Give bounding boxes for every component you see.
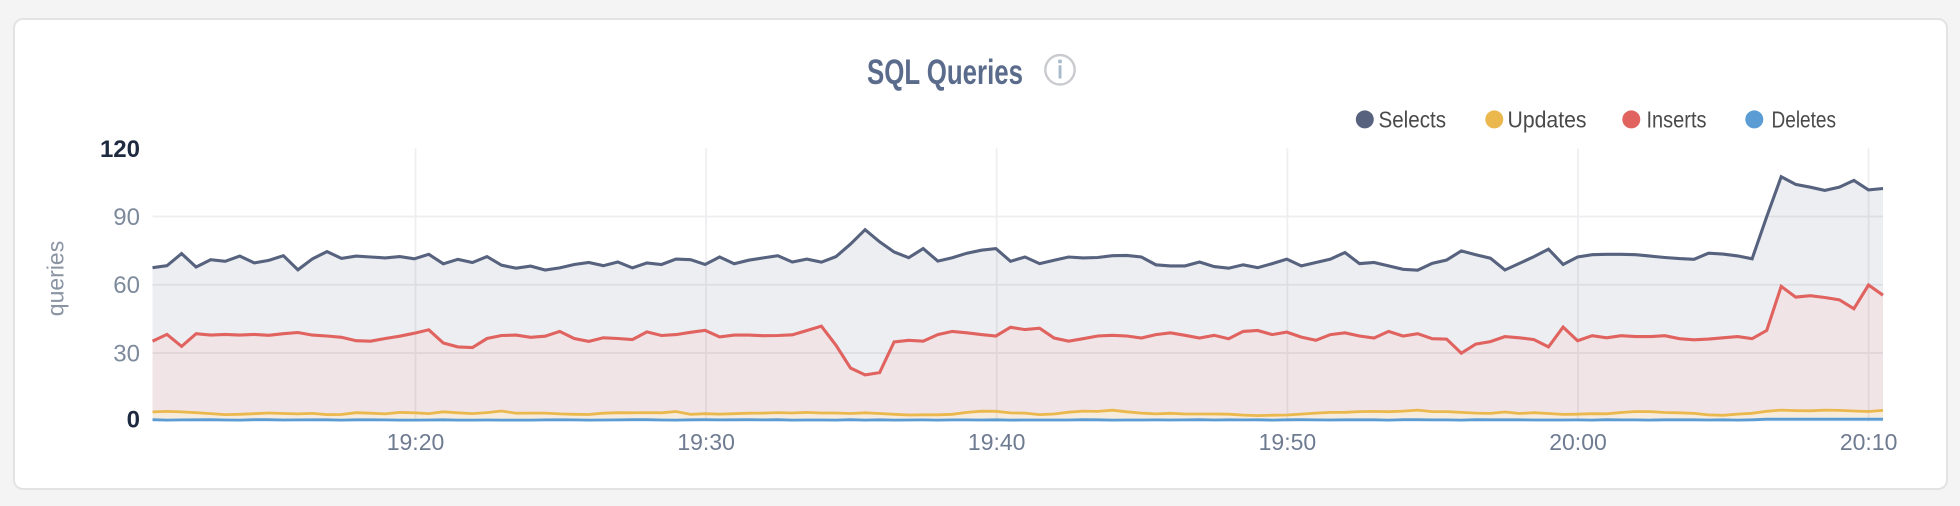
svg-text:0: 0 bbox=[127, 407, 140, 434]
svg-text:30: 30 bbox=[113, 341, 140, 368]
svg-text:queries: queries bbox=[43, 241, 69, 316]
svg-text:120: 120 bbox=[100, 136, 140, 163]
svg-text:19:40: 19:40 bbox=[968, 429, 1026, 455]
svg-text:19:30: 19:30 bbox=[677, 429, 735, 455]
svg-text:19:20: 19:20 bbox=[387, 429, 445, 455]
svg-text:20:00: 20:00 bbox=[1549, 429, 1607, 455]
svg-text:Deletes: Deletes bbox=[1772, 107, 1837, 133]
svg-text:Inserts: Inserts bbox=[1647, 107, 1707, 133]
svg-text:20:10: 20:10 bbox=[1840, 429, 1898, 455]
svg-text:19:50: 19:50 bbox=[1259, 429, 1317, 455]
svg-text:90: 90 bbox=[113, 204, 140, 231]
svg-text:Updates: Updates bbox=[1508, 107, 1587, 133]
svg-text:60: 60 bbox=[113, 272, 140, 299]
svg-text:Selects: Selects bbox=[1379, 107, 1447, 133]
svg-text:SQL Queries: SQL Queries bbox=[867, 52, 1023, 92]
